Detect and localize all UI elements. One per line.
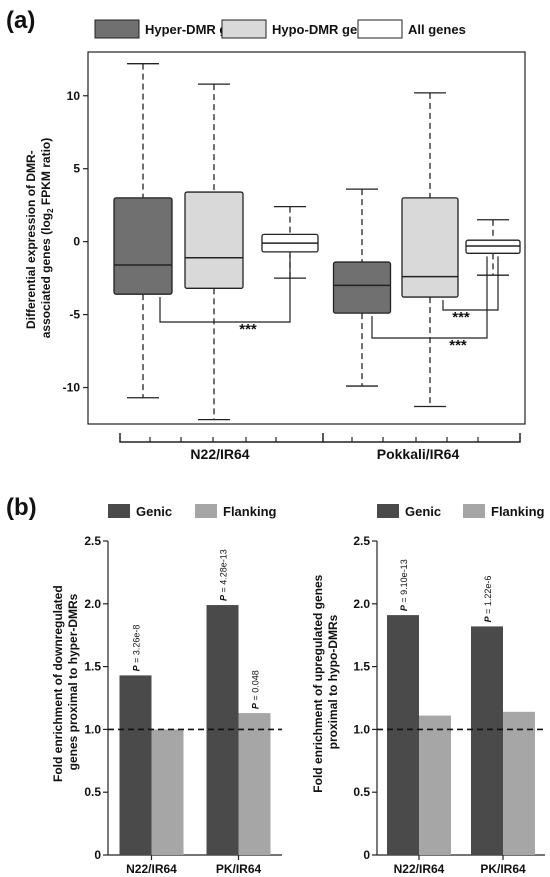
- y-tick-label: 2.0: [84, 597, 101, 611]
- x-tick-label: PK/IR64: [480, 862, 526, 876]
- panel-a-label: (a): [6, 7, 35, 34]
- p-value-label: P = 4.28e-13: [219, 549, 229, 601]
- y-tick-label: 0.5: [353, 785, 370, 799]
- y-axis-title: Differential expression of DMR- associat…: [24, 138, 55, 339]
- box-body: [401, 197, 459, 298]
- p-value-label: P = 9.10e-13: [399, 559, 409, 611]
- y-tick-label: 0: [73, 235, 80, 249]
- significance-stars: ***: [449, 337, 467, 354]
- significance-bracket: [159, 254, 291, 323]
- group-bracket: [323, 433, 521, 443]
- box: [113, 63, 173, 399]
- y-tick-label: 0: [363, 848, 370, 862]
- significance-bracket: [442, 256, 499, 311]
- box-body: [184, 191, 244, 289]
- group-label: Pokkali/IR64: [377, 446, 460, 462]
- bar-chart-right: Fold enrichment of upregulated genes pro…: [311, 504, 545, 876]
- y-tick-label: -10: [63, 381, 81, 395]
- significance-stars: ***: [452, 309, 470, 326]
- bar: [471, 626, 503, 855]
- y-tick-label: 2.5: [353, 534, 370, 548]
- box-legend: Hyper-DMR genes Hypo-DMR genes All genes: [94, 19, 466, 39]
- legend-label: Genic: [136, 504, 172, 519]
- bar: [119, 675, 152, 855]
- box: [332, 188, 392, 387]
- group-bracket: [119, 433, 324, 443]
- group-label: N22/IR64: [190, 446, 249, 462]
- bar: [419, 715, 451, 855]
- bar: [387, 615, 419, 855]
- y-tick-label: 1.5: [353, 660, 370, 674]
- legend-label: All genes: [408, 22, 466, 37]
- p-value-label: P = 1.22e-6: [483, 576, 493, 623]
- significance-stars: ***: [239, 321, 257, 338]
- legend-swatch: [463, 504, 485, 518]
- legend-label: Hypo-DMR genes: [272, 22, 380, 37]
- y-tick-label: 1.0: [84, 722, 101, 736]
- y-tick-label: 0: [94, 848, 101, 862]
- bar-chart-left: Fold enrichment of downregulated genes p…: [51, 504, 282, 876]
- plot-frame: [87, 51, 526, 425]
- box: [184, 83, 244, 421]
- boxes: [113, 63, 521, 421]
- bar: [238, 713, 271, 855]
- legend-swatch: [94, 19, 140, 39]
- legend-swatch: [108, 504, 130, 518]
- y-tick-label: 1.0: [353, 722, 370, 736]
- y-tick-label: -5: [69, 308, 80, 322]
- legend-swatch: [221, 19, 267, 39]
- y-tick-label: 5: [73, 162, 80, 176]
- y-tick-label: 10: [67, 89, 81, 103]
- box: [465, 219, 521, 276]
- y-axis-title: Fold enrichment of downregulated genes p…: [51, 582, 80, 782]
- box: [401, 92, 459, 408]
- panel-b-label: (b): [6, 494, 37, 521]
- legend-label: Flanking: [223, 504, 277, 519]
- x-tick-label: N22/IR64: [126, 862, 177, 876]
- legend-swatch: [195, 504, 217, 518]
- bar: [151, 729, 184, 855]
- box-body: [113, 197, 173, 295]
- p-value-label: P = 3.26e-8: [132, 625, 142, 672]
- y-tick-label: 1.5: [84, 660, 101, 674]
- p-value-label: P = 0.048: [251, 670, 261, 709]
- box: [261, 205, 319, 279]
- x-tick-label: PK/IR64: [216, 862, 262, 876]
- legend-swatch: [377, 504, 399, 518]
- box-plot-panel: Hyper-DMR genes Hypo-DMR genes All genes D…: [24, 19, 526, 462]
- box-body: [332, 261, 392, 314]
- group-brackets: N22/IR64 Pokkali/IR64: [119, 433, 521, 462]
- x-tick-label: N22/IR64: [394, 862, 445, 876]
- y-axis-title: Fold enrichment of upregulated genes pro…: [311, 571, 340, 792]
- significance-brackets: *** *** ***: [159, 254, 499, 354]
- y-tick-label: 0.5: [84, 785, 101, 799]
- legend-label: Genic: [405, 504, 441, 519]
- legend-label: Flanking: [491, 504, 545, 519]
- significance-bracket: [371, 256, 488, 339]
- bar: [503, 711, 535, 855]
- y-tick-label: 2.0: [353, 597, 370, 611]
- y-tick-label: 2.5: [84, 534, 101, 548]
- legend-swatch: [357, 19, 403, 39]
- y-axis: 10 5 0 -5 -10: [63, 51, 526, 425]
